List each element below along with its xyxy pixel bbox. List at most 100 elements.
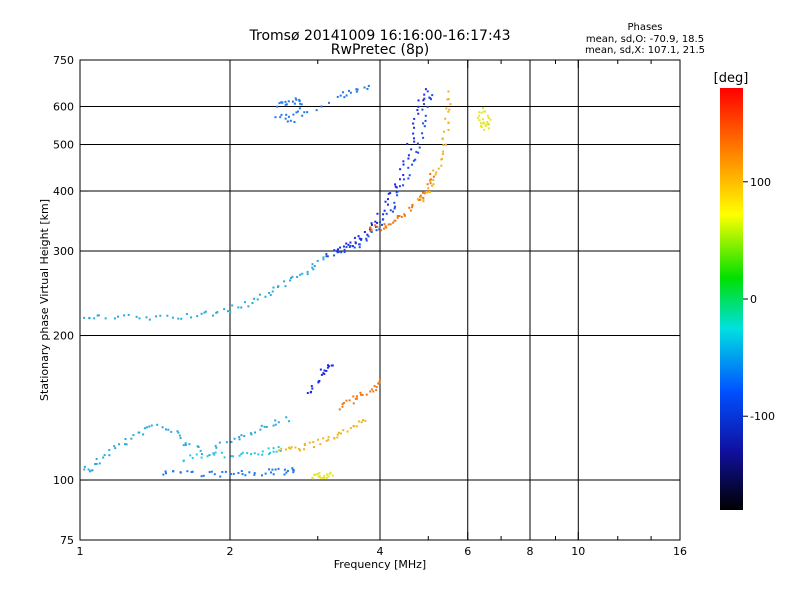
- data-point: [83, 465, 86, 468]
- data-point: [348, 245, 351, 248]
- data-point: [306, 391, 309, 394]
- data-point: [142, 433, 145, 436]
- data-point: [166, 314, 169, 317]
- data-point: [176, 430, 179, 433]
- data-point: [484, 123, 487, 126]
- data-point: [417, 151, 420, 154]
- data-point: [237, 306, 240, 309]
- data-point: [411, 163, 414, 166]
- data-point: [268, 453, 271, 456]
- data-point: [232, 455, 235, 458]
- data-point: [340, 251, 343, 254]
- data-point: [419, 195, 422, 198]
- data-point: [143, 427, 146, 430]
- data-point: [365, 393, 368, 396]
- data-point: [298, 447, 301, 450]
- data-point: [442, 130, 445, 133]
- data-point: [190, 471, 193, 474]
- data-point: [426, 191, 429, 194]
- data-point: [319, 476, 322, 479]
- data-point: [399, 168, 402, 171]
- data-point: [480, 126, 483, 129]
- data-point: [409, 209, 412, 212]
- data-point: [369, 228, 372, 231]
- data-point: [417, 105, 420, 108]
- data-point: [164, 472, 167, 475]
- data-point: [296, 275, 299, 278]
- data-point: [424, 114, 427, 117]
- data-point: [447, 122, 450, 125]
- data-point: [206, 455, 209, 458]
- data-point: [221, 470, 224, 473]
- data-point: [407, 157, 410, 160]
- data-point: [238, 454, 241, 457]
- data-point: [278, 449, 281, 452]
- data-point: [231, 304, 234, 307]
- data-point: [113, 445, 116, 448]
- data-point: [292, 113, 295, 116]
- data-point: [323, 477, 326, 480]
- data-point: [285, 416, 288, 419]
- data-point: [280, 113, 283, 116]
- data-point: [212, 452, 215, 455]
- data-point: [355, 395, 358, 398]
- grid: [80, 60, 680, 540]
- data-point: [240, 434, 243, 437]
- y-tick-label: 600: [53, 101, 74, 114]
- data-point: [271, 468, 274, 471]
- data-point: [289, 119, 292, 122]
- data-point: [429, 182, 432, 185]
- data-point: [421, 132, 424, 135]
- data-point: [215, 311, 218, 314]
- y-tick-label: 400: [53, 185, 74, 198]
- data-point: [257, 453, 260, 456]
- data-point: [403, 213, 406, 216]
- data-point: [396, 194, 399, 197]
- data-point: [478, 114, 481, 117]
- data-point: [272, 447, 275, 450]
- data-point: [398, 185, 401, 188]
- data-point: [306, 270, 309, 273]
- data-point: [389, 192, 392, 195]
- data-point: [145, 426, 148, 429]
- data-point: [178, 434, 181, 437]
- data-point: [200, 453, 203, 456]
- data-point: [355, 397, 358, 400]
- data-point: [223, 308, 226, 311]
- data-point: [407, 154, 410, 157]
- chart-title: Tromsø 20141009 16:16:00-16:17:43: [249, 28, 511, 44]
- data-point: [179, 471, 182, 474]
- data-point: [398, 178, 401, 181]
- data-point: [303, 444, 306, 447]
- data-point: [311, 387, 314, 390]
- data-point: [359, 391, 362, 394]
- data-point: [102, 456, 105, 459]
- data-point: [216, 311, 219, 314]
- data-point: [487, 127, 490, 130]
- data-point: [363, 86, 366, 89]
- data-point: [349, 241, 352, 244]
- data-point: [229, 310, 232, 313]
- data-point: [271, 290, 274, 293]
- data-point: [308, 441, 311, 444]
- data-point: [269, 294, 272, 297]
- data-point: [444, 143, 447, 146]
- data-point: [383, 209, 386, 212]
- data-point: [331, 364, 334, 367]
- data-point: [345, 94, 348, 97]
- data-point: [378, 221, 381, 224]
- data-point: [358, 246, 361, 249]
- data-point: [482, 110, 485, 113]
- data-point: [384, 225, 387, 228]
- data-point: [224, 470, 227, 473]
- data-point: [325, 369, 328, 372]
- data-point: [272, 450, 275, 453]
- data-point: [326, 476, 329, 479]
- data-point: [370, 222, 373, 225]
- data-point: [416, 198, 419, 201]
- data-point: [95, 458, 98, 461]
- data-point: [312, 477, 315, 480]
- data-point: [104, 317, 107, 320]
- data-point: [406, 142, 409, 145]
- data-point: [127, 313, 130, 316]
